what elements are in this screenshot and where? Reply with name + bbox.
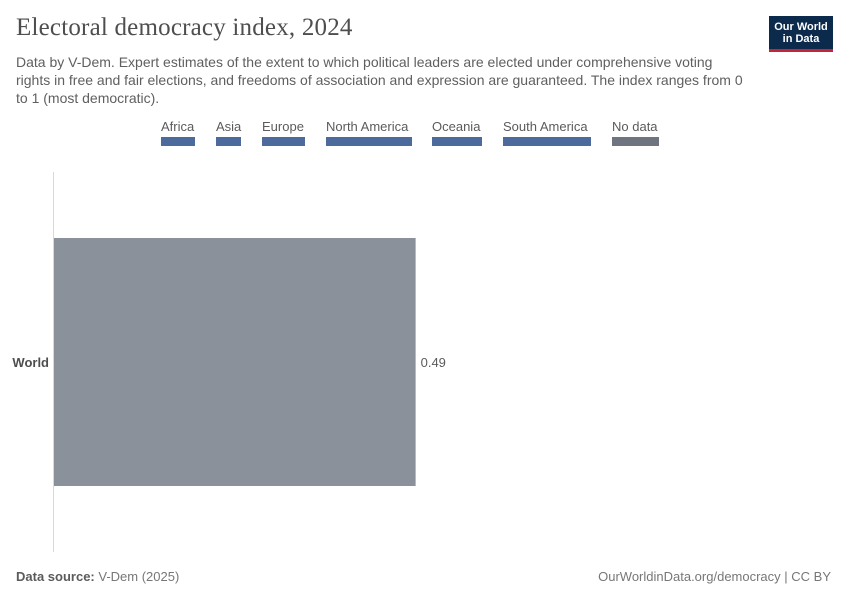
data-source-label: Data source: xyxy=(16,569,95,584)
legend-label: Europe xyxy=(262,119,304,134)
logo-line-1: Our World xyxy=(774,20,828,33)
owid-logo[interactable]: Our World in Data xyxy=(769,16,833,52)
legend-label: North America xyxy=(326,119,409,134)
legend-item-asia[interactable]: Asia xyxy=(216,119,242,146)
legend-item-north-america[interactable]: North America xyxy=(326,119,412,146)
legend-swatch xyxy=(432,137,482,146)
legend-label: South America xyxy=(503,119,588,134)
legend-swatch xyxy=(216,137,241,146)
legend-item-no-data[interactable]: No data xyxy=(612,119,659,146)
logo-line-2: in Data xyxy=(782,32,820,45)
legend-item-europe[interactable]: Europe xyxy=(262,119,305,146)
legend-swatch xyxy=(326,137,412,146)
legend-item-africa[interactable]: Africa xyxy=(161,119,195,146)
legend-swatch xyxy=(612,137,659,146)
legend-label: No data xyxy=(612,119,658,134)
legend-label: Asia xyxy=(216,119,242,134)
legend-swatch xyxy=(161,137,195,146)
bar-world[interactable] xyxy=(54,238,416,486)
category-label: World xyxy=(12,355,49,370)
chart-subtitle: Data by V-Dem. Expert estimates of the e… xyxy=(16,54,743,106)
value-label: 0.49 xyxy=(421,355,446,370)
legend-item-south-america[interactable]: South America xyxy=(503,119,591,146)
legend: Africa Asia Europe North America Oceania… xyxy=(0,0,850,160)
chart-title: Electoral democracy index, 2024 xyxy=(16,14,353,41)
legend-label: Oceania xyxy=(432,119,481,134)
source-url[interactable]: OurWorldinData.org/democracy | CC BY xyxy=(598,569,831,584)
legend-label: Africa xyxy=(161,119,195,134)
legend-swatch xyxy=(503,137,591,146)
data-source-value[interactable]: V-Dem (2025) xyxy=(98,569,180,584)
legend-item-oceania[interactable]: Oceania xyxy=(432,119,482,146)
bars-group: World 0.49 xyxy=(12,238,446,486)
legend-swatch xyxy=(262,137,305,146)
data-source: Data source: V-Dem (2025) xyxy=(16,569,179,584)
